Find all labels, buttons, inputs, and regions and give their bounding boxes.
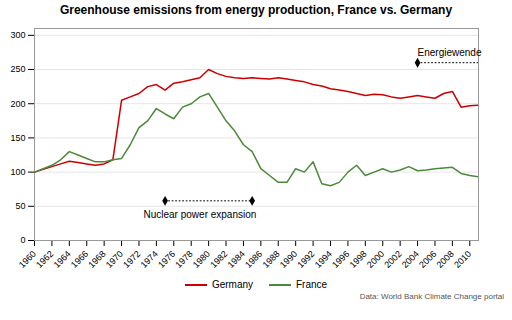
svg-text:250: 250 bbox=[10, 64, 25, 74]
html-text:Greenhouse emissions from ener: Greenhouse emissions from energy product… bbox=[59, 3, 453, 17]
svg-text:2010: 2010 bbox=[452, 249, 473, 270]
svg-text:0: 0 bbox=[20, 235, 25, 245]
svg-text:1992: 1992 bbox=[295, 249, 316, 270]
svg-text:1994: 1994 bbox=[313, 249, 334, 270]
svg-text:1996: 1996 bbox=[330, 249, 351, 270]
html-text:Germany: Germany bbox=[211, 278, 253, 290]
svg-text:1974: 1974 bbox=[139, 249, 160, 270]
svg-text:1980: 1980 bbox=[191, 249, 212, 270]
html-text:France: France bbox=[296, 278, 328, 290]
svg-text:1988: 1988 bbox=[260, 249, 281, 270]
svg-text:50: 50 bbox=[15, 201, 25, 211]
svg-text:1976: 1976 bbox=[156, 249, 177, 270]
svg-text:1986: 1986 bbox=[243, 249, 264, 270]
svg-text:300: 300 bbox=[10, 30, 25, 40]
svg-text:100: 100 bbox=[10, 167, 25, 177]
svg-text:1984: 1984 bbox=[226, 249, 247, 270]
svg-text:2002: 2002 bbox=[382, 249, 403, 270]
html-text:Data: World Bank Climate Chang: Data: World Bank Climate Change portal bbox=[359, 292, 504, 301]
svg-text:2004: 2004 bbox=[400, 249, 421, 270]
svg-text:1960: 1960 bbox=[17, 249, 38, 270]
svg-text:1998: 1998 bbox=[348, 249, 369, 270]
svg-text:Energiewende: Energiewende bbox=[418, 47, 482, 58]
svg-text:2000: 2000 bbox=[365, 249, 386, 270]
svg-text:1990: 1990 bbox=[278, 249, 299, 270]
svg-text:2006: 2006 bbox=[417, 249, 438, 270]
svg-text:1978: 1978 bbox=[173, 249, 194, 270]
svg-text:200: 200 bbox=[10, 99, 25, 109]
svg-text:1966: 1966 bbox=[69, 249, 90, 270]
svg-text:2008: 2008 bbox=[435, 249, 456, 270]
svg-text:1970: 1970 bbox=[104, 249, 125, 270]
svg-text:150: 150 bbox=[10, 133, 25, 143]
svg-text:1982: 1982 bbox=[208, 249, 229, 270]
svg-text:Nuclear power expansion: Nuclear power expansion bbox=[143, 209, 256, 220]
svg-text:1972: 1972 bbox=[121, 249, 142, 270]
svg-text:1968: 1968 bbox=[86, 249, 107, 270]
svg-text:1962: 1962 bbox=[34, 249, 55, 270]
svg-text:1964: 1964 bbox=[52, 249, 73, 270]
